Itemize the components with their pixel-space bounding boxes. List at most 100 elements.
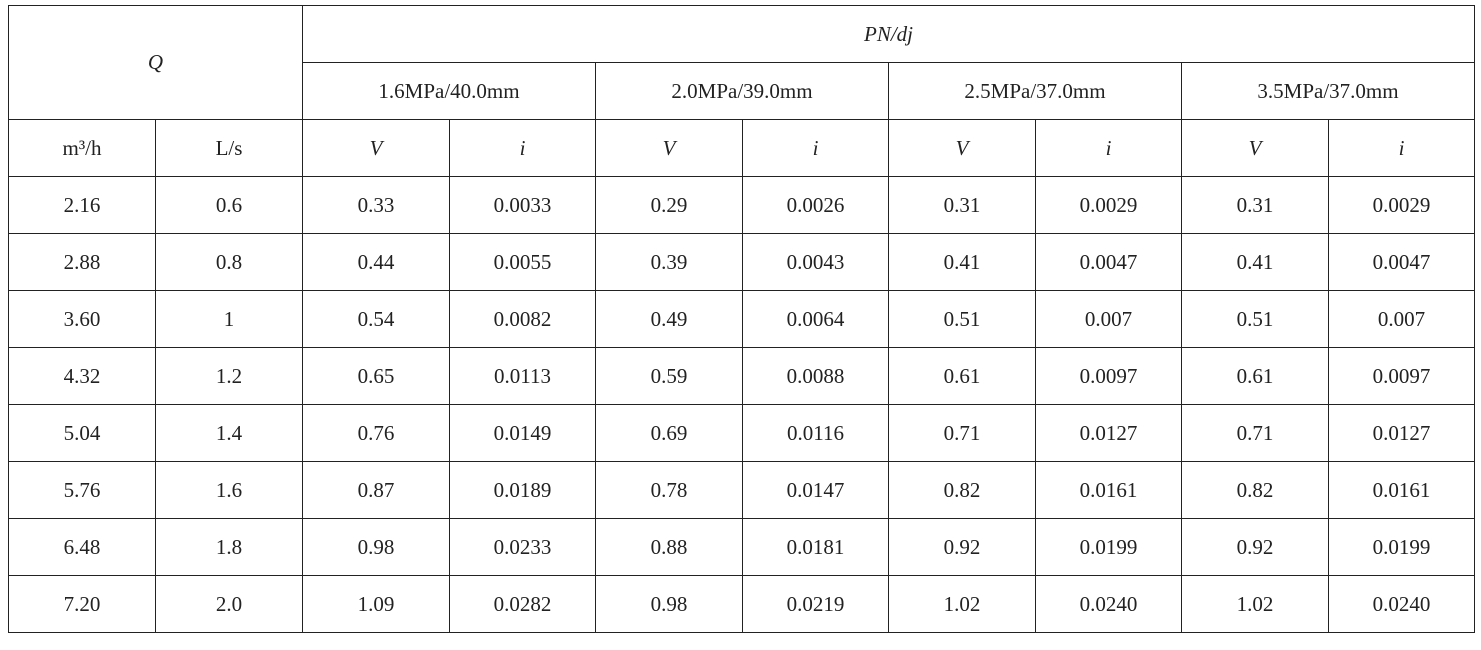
- data-cell: 0.69: [595, 404, 744, 462]
- data-cell: 7.20: [8, 575, 156, 633]
- data-cell: 0.33: [302, 176, 451, 234]
- data-cell: 0.0116: [742, 404, 890, 462]
- data-cell: 0.41: [888, 233, 1037, 291]
- data-cell: 0.88: [595, 518, 744, 576]
- data-cell: 0.0161: [1328, 461, 1476, 519]
- data-cell: 1.2: [154, 347, 304, 405]
- data-cell: 1.6: [154, 461, 304, 519]
- group-header: 3.5MPa/37.0mm: [1181, 62, 1476, 120]
- unit-header: i: [449, 119, 597, 177]
- data-cell: 3.60: [8, 290, 156, 348]
- data-cell: 0.0127: [1035, 404, 1183, 462]
- pn-header: PN/dj: [302, 5, 1476, 63]
- data-cell: 0.0043: [742, 233, 890, 291]
- data-cell: 0.49: [595, 290, 744, 348]
- data-cell: 6.48: [8, 518, 156, 576]
- data-cell: 0.39: [595, 233, 744, 291]
- table-wrap: Q PN/dj 1.6MPa/40.0mm 2.0MPa/39.0mm 2.5MPa/3…: [7, 5, 1476, 633]
- data-cell: 1.8: [154, 518, 304, 576]
- data-cell: 0.0127: [1328, 404, 1476, 462]
- data-cell: 2.0: [154, 575, 304, 633]
- data-cell: 0.76: [302, 404, 451, 462]
- data-cell: 0.61: [1181, 347, 1330, 405]
- table-row: Q PN/dj: [7, 5, 1476, 120]
- data-cell: 0.0147: [742, 461, 890, 519]
- data-cell: 5.76: [8, 461, 156, 519]
- table-row: 3.60 1 0.54 0.0082 0.49 0.0064 0.51 0.007 0.51 0.…: [8, 290, 1476, 348]
- table-row: 6.48 1.8 0.98 0.0233 0.88 0.0181 0.92 0.0199 0.9…: [8, 518, 1476, 576]
- data-cell: 0.0082: [449, 290, 597, 348]
- data-cell: 0.31: [888, 176, 1037, 234]
- data-cell: 0.31: [1181, 176, 1330, 234]
- data-cell: 0.0055: [449, 233, 597, 291]
- data-cell: 0.8: [154, 233, 304, 291]
- group-header: 2.0MPa/39.0mm: [595, 62, 890, 120]
- table-row: 2.16 0.6 0.33 0.0033 0.29 0.0026 0.31 0.0029 0.3…: [8, 176, 1476, 234]
- data-cell: 0.51: [1181, 290, 1330, 348]
- data-cell: 0.0149: [449, 404, 597, 462]
- data-cell: 0.0113: [449, 347, 597, 405]
- unit-header: m³/h: [8, 119, 156, 177]
- data-cell: 0.0240: [1328, 575, 1476, 633]
- data-cell: 1.09: [302, 575, 451, 633]
- data-cell: 0.82: [888, 461, 1037, 519]
- data-cell: 0.007: [1328, 290, 1476, 348]
- data-cell: 0.0033: [449, 176, 597, 234]
- group-header: 2.5MPa/37.0mm: [888, 62, 1183, 120]
- table-row: 5.76 1.6 0.87 0.0189 0.78 0.0147 0.82 0.0161 0.8…: [8, 461, 1476, 519]
- table-row: 4.32 1.2 0.65 0.0113 0.59 0.0088 0.61 0.0097 0.6…: [8, 347, 1476, 405]
- data-cell: 0.98: [302, 518, 451, 576]
- data-cell: 0.0064: [742, 290, 890, 348]
- data-cell: 0.0097: [1035, 347, 1183, 405]
- data-cell: 0.0161: [1035, 461, 1183, 519]
- data-cell: 0.0029: [1035, 176, 1183, 234]
- data-cell: 0.0199: [1328, 518, 1476, 576]
- data-cell: 5.04: [8, 404, 156, 462]
- q-header: Q: [7, 5, 304, 120]
- data-cell: 0.0097: [1328, 347, 1476, 405]
- data-cell: 0.44: [302, 233, 451, 291]
- data-cell: 0.54: [302, 290, 451, 348]
- table-row: 7.20 2.0 1.09 0.0282 0.98 0.0219 1.02 0.0240 1.0…: [8, 575, 1476, 633]
- unit-header: i: [1035, 119, 1183, 177]
- data-cell: 2.16: [8, 176, 156, 234]
- data-cell: 1.02: [888, 575, 1037, 633]
- unit-header: V: [595, 119, 744, 177]
- data-cell: 0.0181: [742, 518, 890, 576]
- data-cell: 0.0240: [1035, 575, 1183, 633]
- data-cell: 0.0199: [1035, 518, 1183, 576]
- data-cell: 0.65: [302, 347, 451, 405]
- data-cell: 0.92: [1181, 518, 1330, 576]
- data-cell: 0.59: [595, 347, 744, 405]
- data-cell: 0.71: [888, 404, 1037, 462]
- data-cell: 0.0029: [1328, 176, 1476, 234]
- data-cell: 0.0026: [742, 176, 890, 234]
- data-cell: 0.0088: [742, 347, 890, 405]
- data-cell: 4.32: [8, 347, 156, 405]
- data-cell: 0.51: [888, 290, 1037, 348]
- data-cell: 0.6: [154, 176, 304, 234]
- data-cell: 0.0047: [1328, 233, 1476, 291]
- unit-header: V: [302, 119, 451, 177]
- unit-header: i: [1328, 119, 1476, 177]
- data-cell: 0.87: [302, 461, 451, 519]
- data-cell: 0.98: [595, 575, 744, 633]
- data-cell: 0.29: [595, 176, 744, 234]
- unit-header: V: [888, 119, 1037, 177]
- data-cell: 0.92: [888, 518, 1037, 576]
- data-cell: 1: [154, 290, 304, 348]
- data-cell: 0.71: [1181, 404, 1330, 462]
- unit-header: L/s: [154, 119, 304, 177]
- data-cell: 0.0047: [1035, 233, 1183, 291]
- data-table: Q PN/dj 1.6MPa/40.0mm 2.0MPa/39.0mm 2.5MPa/3…: [7, 5, 1476, 633]
- data-cell: 0.78: [595, 461, 744, 519]
- data-cell: 0.61: [888, 347, 1037, 405]
- data-cell: 0.0189: [449, 461, 597, 519]
- data-cell: 2.88: [8, 233, 156, 291]
- unit-header: V: [1181, 119, 1330, 177]
- data-cell: 0.0282: [449, 575, 597, 633]
- data-cell: 0.41: [1181, 233, 1330, 291]
- unit-header: i: [742, 119, 890, 177]
